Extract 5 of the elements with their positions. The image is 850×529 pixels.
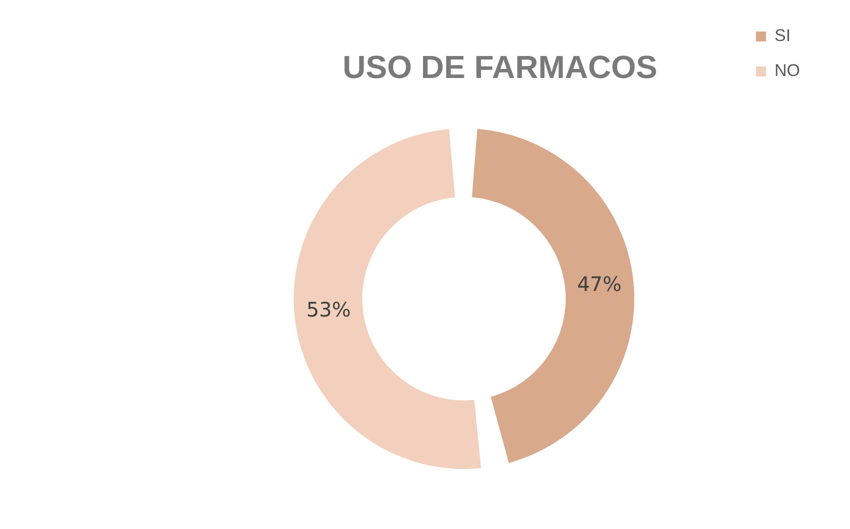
legend-label: NO <box>774 61 800 80</box>
legend-label: SI <box>774 26 791 46</box>
data-label: 53% <box>306 298 351 322</box>
data-label: 47% <box>577 272 622 296</box>
text: USO DE FARMACOS <box>342 49 658 86</box>
